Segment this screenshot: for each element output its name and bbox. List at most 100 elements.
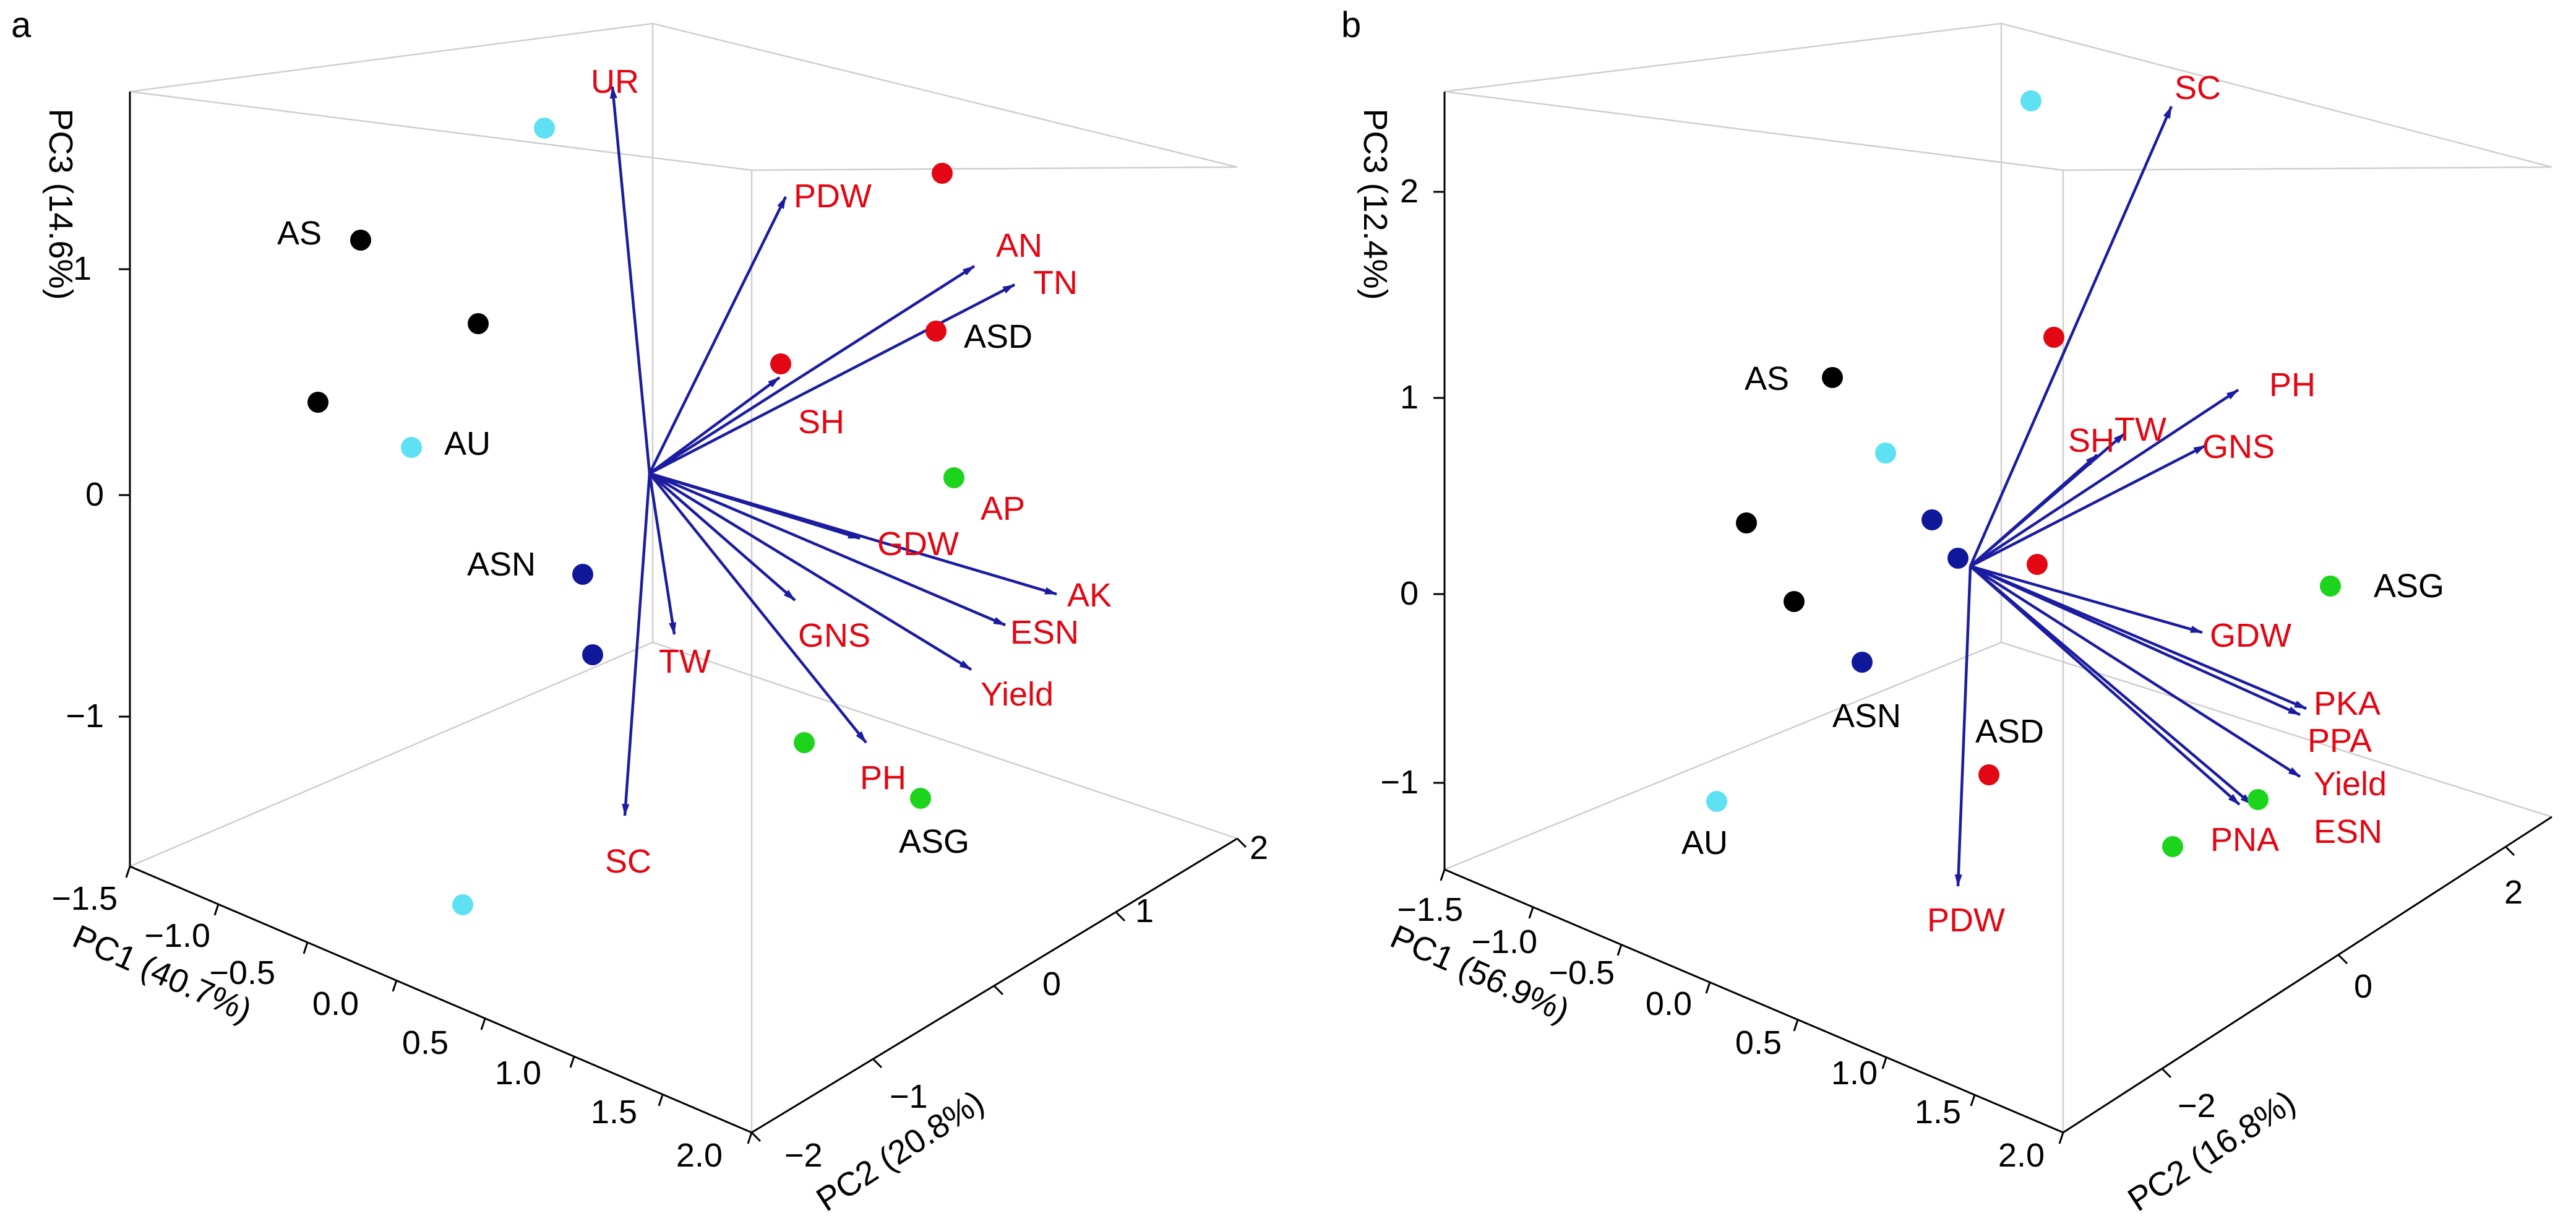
panel-b-loading-label: SC bbox=[2175, 69, 2221, 106]
panel-a-group-label-asn: ASN bbox=[467, 546, 536, 583]
panel-a-pc2-tick: −1 bbox=[890, 1078, 928, 1115]
panel-a-pc3-tick: −1 bbox=[66, 697, 104, 735]
panel-a-pc1-tick: 2.0 bbox=[676, 1137, 723, 1174]
panel-b-vector-yield bbox=[1969, 565, 2301, 778]
panel-a-group-labels: AU AS ASN ASD ASG bbox=[277, 215, 1033, 860]
panel-b-points bbox=[1706, 90, 2341, 857]
panel-a-loading-label: GNS bbox=[798, 617, 870, 654]
panel-a-vector-labels: UR PDW AN TN SH AP GDW AK ESN GNS Yield … bbox=[591, 63, 1112, 880]
panel-a-point-au bbox=[452, 894, 473, 915]
panel-b-loading-label: GNS bbox=[2202, 428, 2275, 465]
panel-a-pc2-tick: 1 bbox=[1135, 892, 1154, 930]
panel-a-point-asd bbox=[770, 353, 791, 374]
panel-b-pc1-tick: 0.5 bbox=[1735, 1024, 1782, 1061]
panel-b-group-label-asd: ASD bbox=[1975, 713, 2044, 750]
panel-a-point-asn bbox=[582, 644, 603, 665]
panel-a-point-asg bbox=[910, 788, 931, 809]
panel-b-vector-pdw bbox=[1954, 566, 1972, 887]
panel-a-point-asn bbox=[572, 564, 593, 585]
panel-b-pc3-tick: 1 bbox=[1400, 379, 1419, 416]
panel-a-loading-label: ESN bbox=[1010, 614, 1079, 651]
panel-b-loading-label: PNA bbox=[2210, 821, 2279, 858]
panel-b-group-label-asg: ASG bbox=[2374, 567, 2444, 605]
panel-a-vector-ur bbox=[609, 86, 651, 474]
panel-a-pc3-tick: 1 bbox=[73, 250, 92, 287]
panel-a-loading-label: PDW bbox=[794, 178, 872, 215]
panel-b-pc3-title: PC3 (12.4%) bbox=[1357, 108, 1394, 300]
panel-a-vector-tw bbox=[648, 473, 677, 635]
panel-b-point-asd bbox=[2027, 554, 2048, 575]
panel-a-pc1-tick: 0.5 bbox=[402, 1024, 449, 1061]
panel-b-loading-label: SH bbox=[2068, 422, 2114, 459]
panel-a-point-au bbox=[401, 437, 422, 458]
panel-a-point-asd bbox=[932, 163, 953, 184]
panel-b-loading-label: ESN bbox=[2314, 813, 2382, 850]
panel-a-point-as bbox=[307, 392, 328, 413]
panel-b-point-asd bbox=[2043, 327, 2064, 348]
panel-a-vector-an bbox=[648, 265, 976, 475]
panel-b-pc1-tick: 2.0 bbox=[1998, 1137, 2045, 1174]
panel-a-pc1-tick: −1.0 bbox=[144, 917, 210, 954]
panel-a-vector-ak bbox=[649, 472, 1057, 596]
panel-a-pc3-ticks: 1 0 −1 bbox=[66, 250, 130, 735]
panel-b-pc1-tick: 1.0 bbox=[1831, 1055, 1878, 1092]
panel-b-label: b bbox=[1341, 5, 1361, 45]
panel-b-pc3-tick: 2 bbox=[1400, 173, 1419, 210]
panel-b-loading-label: GDW bbox=[2210, 617, 2291, 654]
panel-a-pc1-axis bbox=[129, 865, 752, 1134]
panel-a-pc1-tick: −1.5 bbox=[51, 880, 118, 917]
panel-a-pc3-tick: 0 bbox=[85, 476, 104, 513]
panel-a-vector-yield bbox=[648, 472, 972, 671]
panel-a-pc2-tick: −2 bbox=[784, 1137, 823, 1174]
panel-a-point-asg bbox=[794, 732, 815, 753]
panel-b-pc3-tick: 0 bbox=[1400, 575, 1419, 612]
panel-b-point-as bbox=[1784, 591, 1805, 612]
panel-b-point-as bbox=[1822, 367, 1843, 388]
panel-b-vector-tw bbox=[1969, 432, 2126, 567]
panel-b-point-asn bbox=[1852, 652, 1873, 673]
panel-a-pc2-ticks: −2 −1 0 1 2 bbox=[750, 829, 1268, 1174]
panel-a-loading-label: PH bbox=[860, 759, 906, 796]
panel-b-pc2-tick: 0 bbox=[2354, 968, 2372, 1005]
panel-b-vector-pna bbox=[1969, 565, 2241, 806]
panel-a-loading-label: TW bbox=[659, 643, 711, 680]
panel-b-loading-label: PPA bbox=[2308, 722, 2372, 759]
panel-b-group-labels: AU AS ASN ASD ASG bbox=[1681, 360, 2444, 861]
panel-a-pc1-ticks: −1.5 −1.0 −0.5 0.0 0.5 1.0 1.5 2.0 bbox=[51, 866, 753, 1174]
panel-b-pc1-ticks: −1.5 −1.0 −0.5 0.0 0.5 1.0 1.5 2.0 bbox=[1397, 869, 2064, 1174]
panel-a-group-label-asg: ASG bbox=[899, 823, 969, 860]
panel-b-point-asn bbox=[1947, 548, 1968, 569]
panel-a-pc2-tick: 0 bbox=[1042, 965, 1061, 1003]
panel-b-point-asg bbox=[2162, 836, 2183, 857]
panel-b-pc1-tick: −1.0 bbox=[1471, 923, 1537, 960]
panel-a-pc2-tick: 2 bbox=[1250, 829, 1268, 866]
panel-a-label: a bbox=[11, 5, 32, 45]
panel-a-pc1-tick: −0.5 bbox=[209, 954, 275, 991]
panel-b-point-au bbox=[1875, 442, 1896, 464]
panel-a-loading-label: UR bbox=[591, 63, 639, 100]
panel-b-loading-label: PDW bbox=[1927, 902, 2005, 939]
panel-b-vector-sc bbox=[1968, 106, 2173, 567]
panel-b-point-au bbox=[1706, 791, 1727, 812]
panel-b-pc1-tick: 1.5 bbox=[1915, 1094, 1961, 1131]
panel-a-loading-label: AP bbox=[981, 490, 1025, 527]
panel-a-loading-label: AN bbox=[996, 227, 1042, 264]
panel-b-pc3-tick: −1 bbox=[1380, 764, 1419, 801]
panel-b-point-asg bbox=[2248, 789, 2269, 810]
panel-a-loading-label: GDW bbox=[877, 525, 959, 563]
panel-a: a 1 0 −1 PC3 (14.6%) bbox=[11, 5, 1268, 1219]
panel-b-vector-labels: SC PH SH TW GNS GDW PKA PPA Yield ESN PN… bbox=[1927, 69, 2387, 939]
panel-a-loading-label: AK bbox=[1067, 577, 1112, 614]
panel-b-loading-label: Yield bbox=[2314, 766, 2387, 803]
panel-a-vector-pdw bbox=[648, 196, 788, 474]
panel-a-pc3-title: PC3 (14.6%) bbox=[42, 108, 79, 300]
panel-b-vector-ppa bbox=[1970, 564, 2301, 717]
panel-b-group-label-au: AU bbox=[1681, 824, 1728, 861]
panel-b-pc1-axis bbox=[1444, 868, 2064, 1134]
panel-a-group-label-asd: ASD bbox=[964, 318, 1033, 355]
panel-a-pc1-tick: 0.0 bbox=[312, 985, 359, 1022]
panel-b-axes bbox=[1443, 92, 2552, 1134]
panel-a-box bbox=[129, 22, 1238, 1133]
